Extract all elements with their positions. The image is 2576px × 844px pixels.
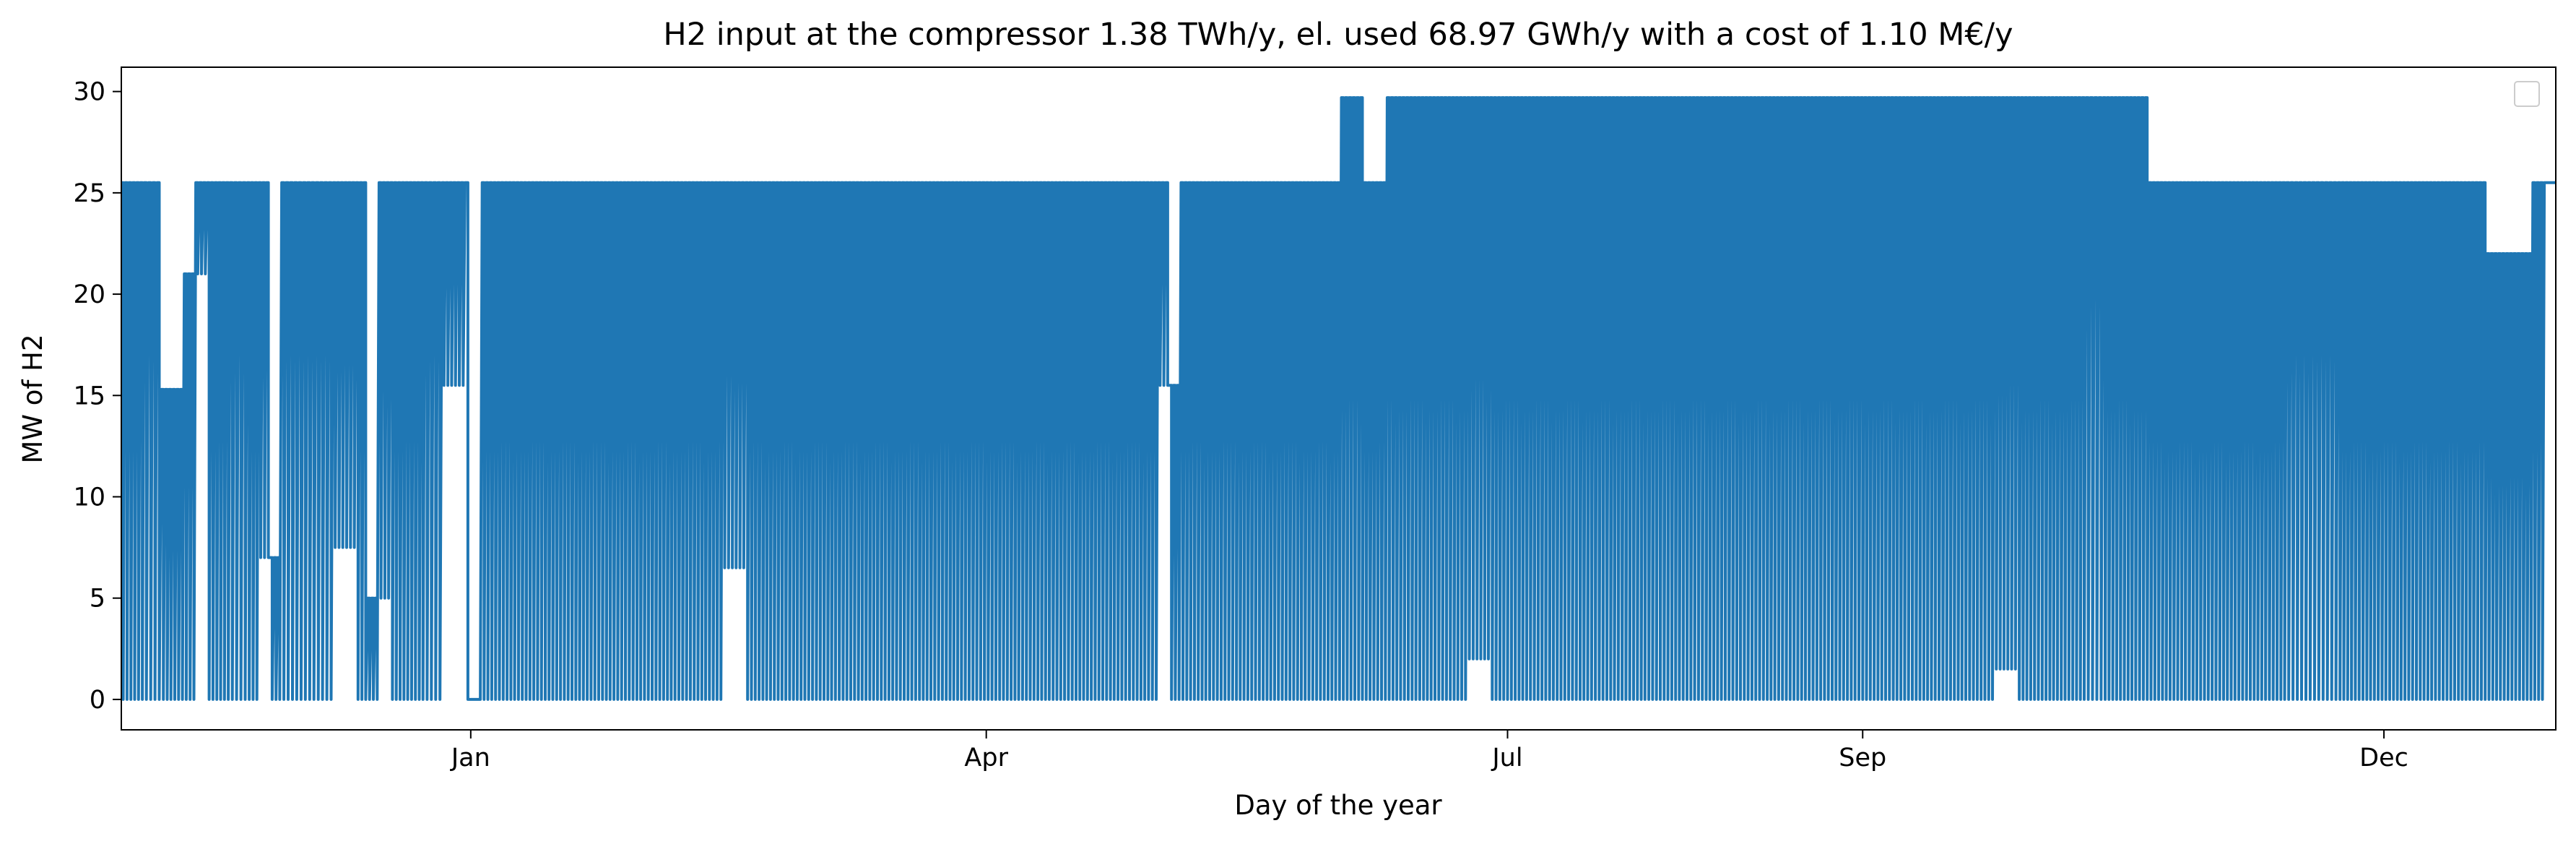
x-tick-label-4: Dec [2359, 744, 2408, 772]
x-tick-label-1: Apr [964, 744, 1008, 772]
plot-frame [121, 66, 2557, 731]
x-axis-label: Day of the year [1234, 790, 1442, 821]
chart-title: H2 input at the compressor 1.38 TWh/y, e… [663, 17, 2013, 53]
y-tick-label-4: 20 [73, 280, 105, 309]
y-tick-label-5: 25 [73, 179, 105, 208]
series-line-0 [121, 96, 2556, 701]
y-tick-label-2: 10 [73, 483, 105, 512]
y-axis-label: MW of H2 [17, 334, 48, 463]
legend-box [2514, 81, 2540, 107]
x-tick-label-0: Jan [450, 744, 490, 772]
y-axis: 0 5 10 15 20 25 30 [73, 78, 121, 715]
x-tick-label-3: Sep [1839, 744, 1886, 772]
y-tick-label-6: 30 [73, 78, 105, 107]
y-tick-label-0: 0 [90, 686, 105, 715]
series-layer [121, 96, 2556, 701]
y-tick-label-3: 15 [73, 382, 105, 410]
y-tick-label-1: 5 [90, 585, 105, 613]
x-tick-label-2: Jul [1491, 744, 1522, 772]
x-axis: Jan Apr Jul Sep Dec [450, 730, 2408, 772]
